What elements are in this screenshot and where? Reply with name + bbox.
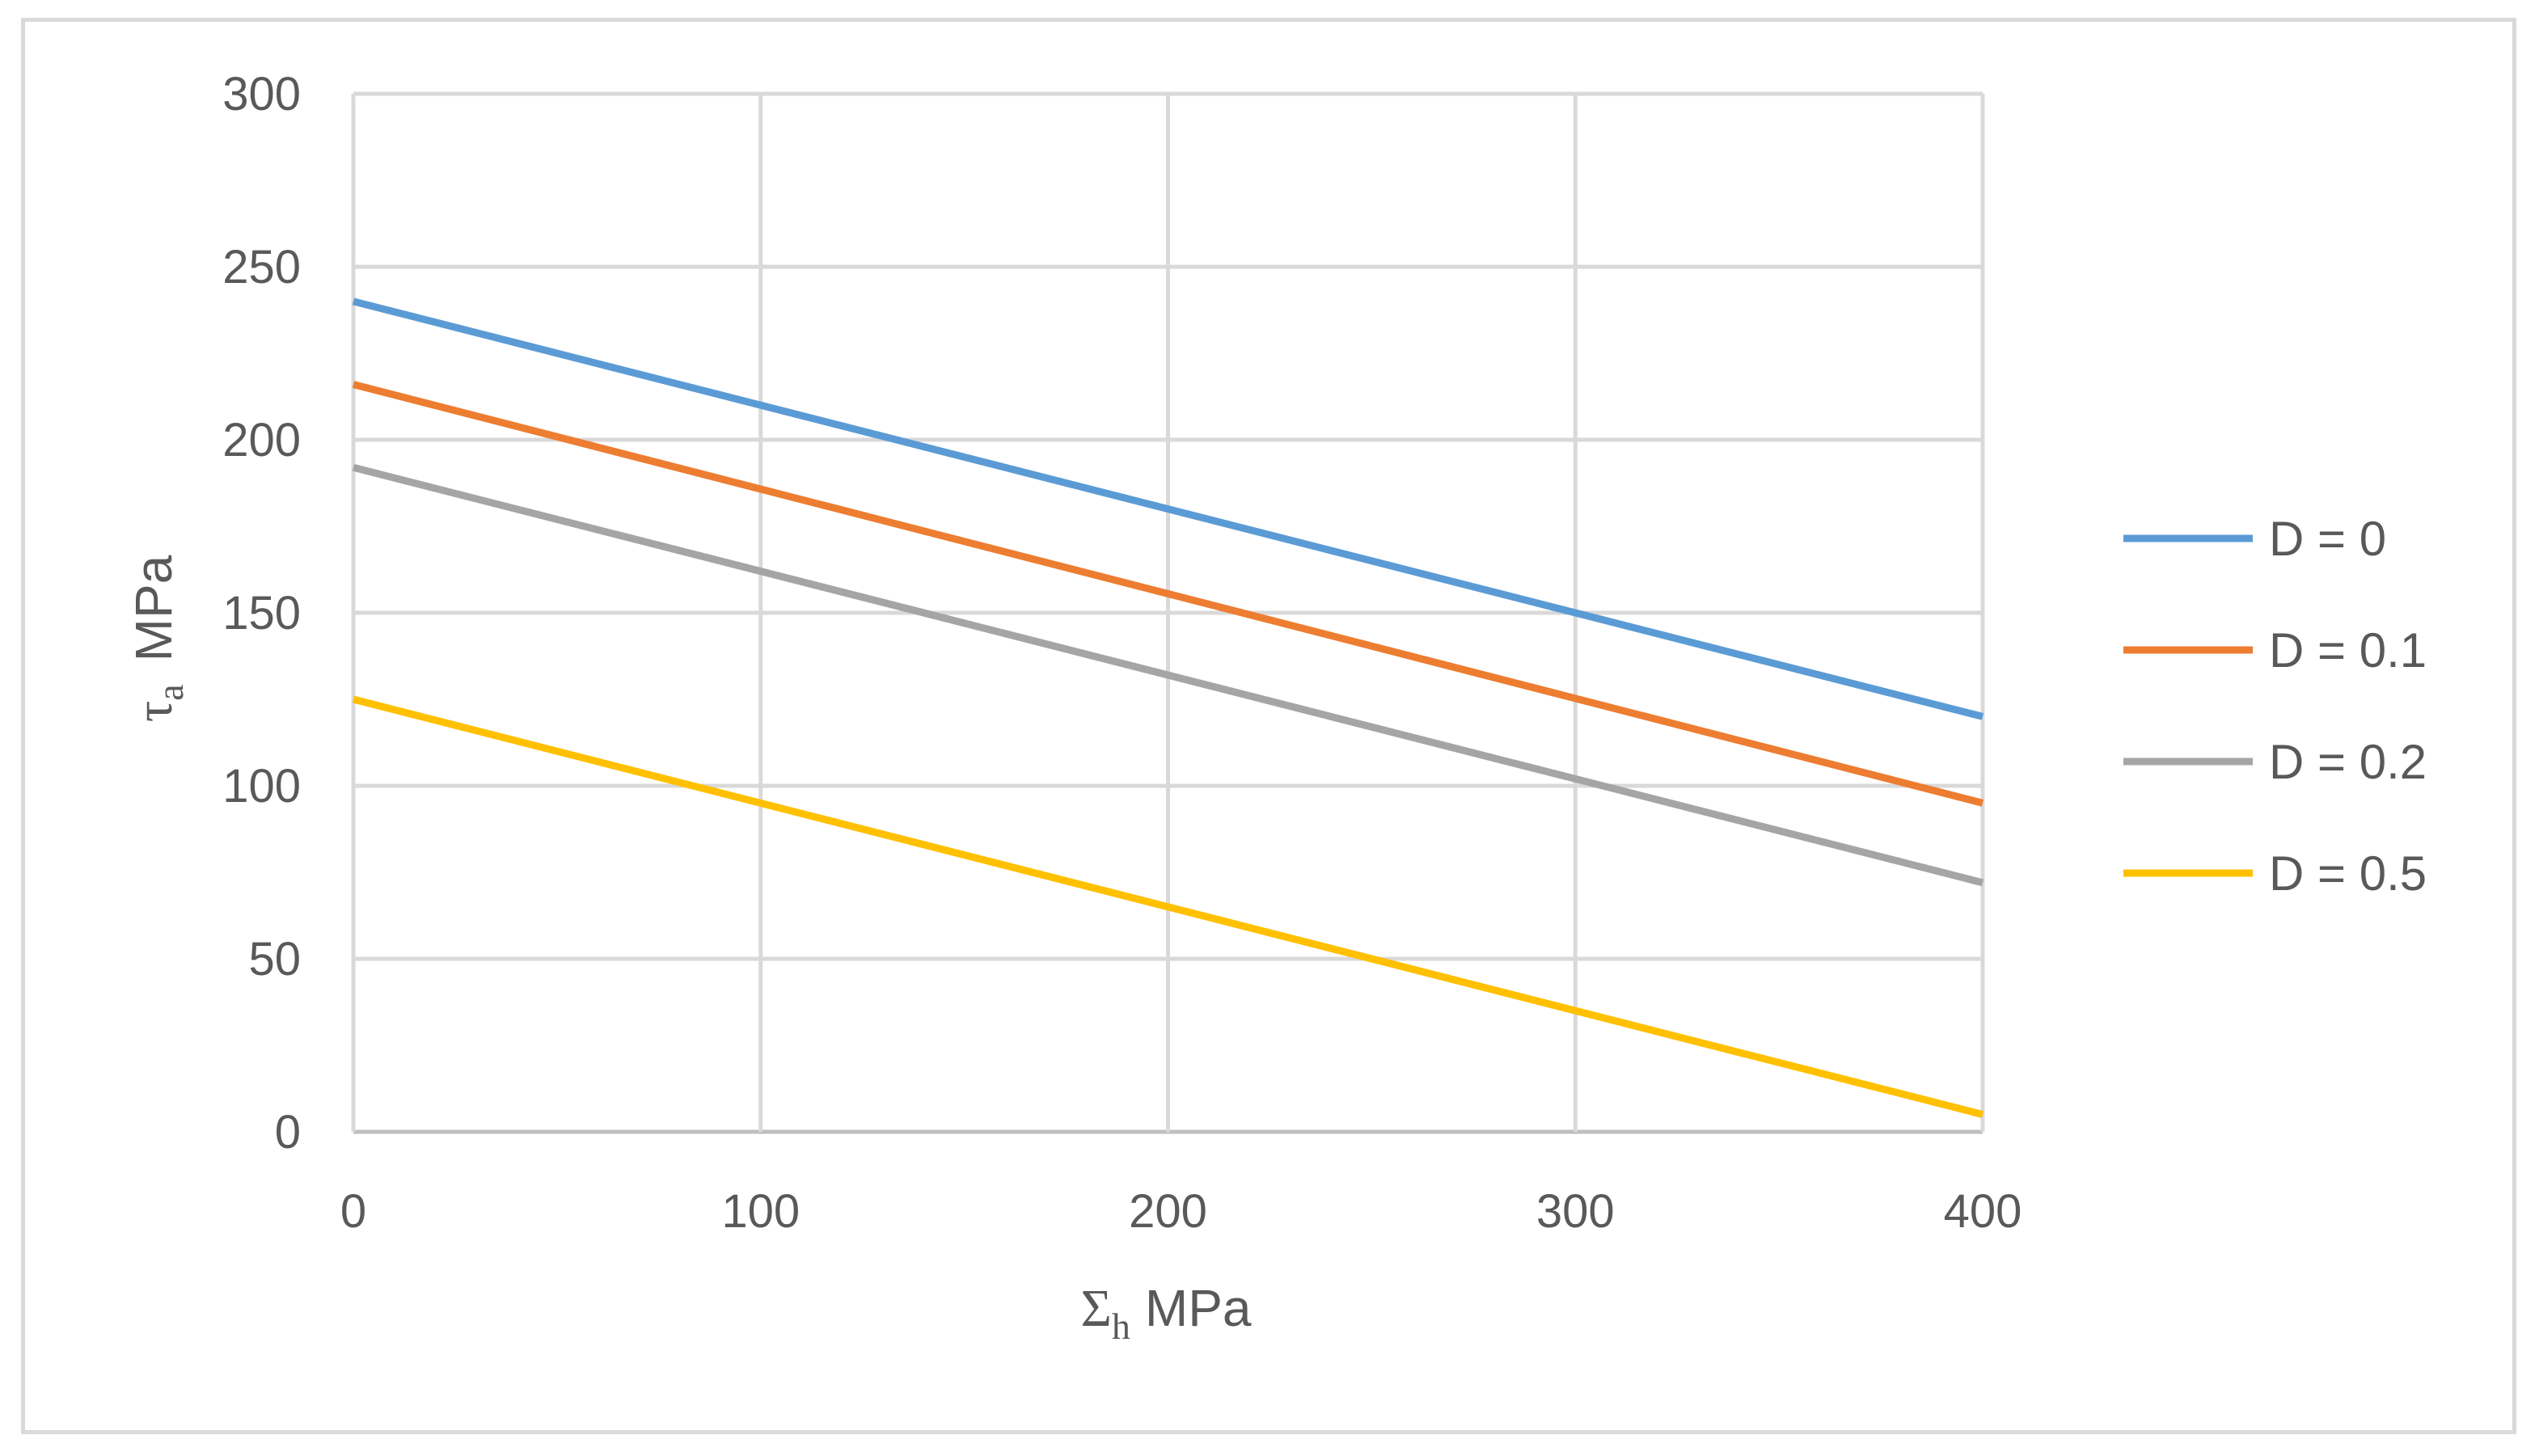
legend-label-0: D = 0 [2269, 512, 2386, 566]
y-axis-title: τa MPa [125, 555, 191, 722]
y-axis-title-subscript: a [150, 684, 191, 700]
x-axis-title: Σh MPa [1080, 1279, 1251, 1347]
series-line-0 [352, 298, 1984, 720]
y-axis-title-unit: MPa [125, 555, 183, 661]
y-tick-label: 100 [222, 760, 301, 812]
series-line-2 [352, 463, 1984, 887]
series-line-3 [352, 695, 1984, 1118]
legend-label-1: D = 0.1 [2269, 623, 2427, 677]
y-tick-label: 250 [222, 241, 301, 293]
x-tick-label: 200 [1129, 1185, 1207, 1238]
y-axis-title-symbol: τ [125, 701, 184, 723]
series-layer [352, 298, 1984, 1118]
x-tick-label: 0 [340, 1185, 366, 1238]
x-axis-title-subscript: h [1112, 1306, 1130, 1347]
series-line-1 [352, 381, 1984, 807]
x-tick-label: 300 [1536, 1185, 1615, 1238]
chart-frame [21, 18, 2516, 1434]
legend-label-2: D = 0.2 [2269, 735, 2427, 789]
x-tick-label: 100 [721, 1185, 800, 1238]
y-tick-label: 150 [222, 587, 301, 639]
y-tick-label: 50 [248, 933, 301, 985]
x-axis-title-unit: MPa [1145, 1279, 1252, 1337]
x-axis-title-symbol: Σ [1080, 1279, 1111, 1338]
y-tick-label: 0 [275, 1106, 301, 1158]
x-tick-label: 400 [1944, 1185, 2022, 1238]
grid-layer [351, 91, 1985, 1134]
legend: D = 0 D = 0.1 D = 0.2 D = 0.5 [2123, 512, 2427, 901]
y-tick-label: 200 [222, 414, 301, 466]
legend-label-3: D = 0.5 [2269, 846, 2427, 901]
y-tick-label: 300 [222, 68, 301, 120]
tick-labels: 0 50 100 150 200 250 300 0 100 200 300 400 [222, 68, 2021, 1238]
